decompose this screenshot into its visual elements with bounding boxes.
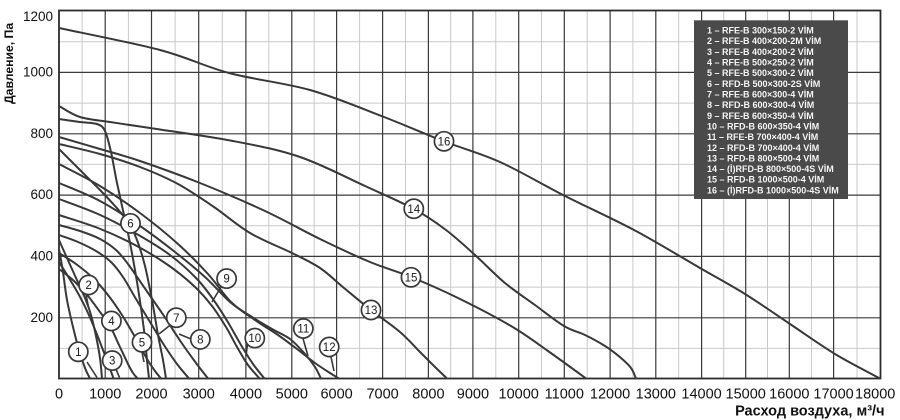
svg-text:800: 800	[30, 126, 53, 141]
svg-text:14: 14	[407, 204, 420, 216]
svg-text:9000: 9000	[457, 387, 489, 403]
svg-text:4000: 4000	[230, 387, 262, 403]
svg-text:7: 7	[173, 313, 179, 325]
svg-text:10: 10	[248, 333, 261, 345]
svg-text:13: 13	[365, 305, 378, 317]
svg-text:2: 2	[85, 280, 91, 292]
svg-text:16000: 16000	[769, 387, 809, 403]
svg-text:9: 9	[223, 274, 229, 286]
svg-text:4: 4	[108, 316, 115, 328]
svg-text:Давление, Па: Давление, Па	[2, 23, 16, 104]
svg-text:Расход воздуха, м³/ч: Расход воздуха, м³/ч	[735, 404, 884, 420]
svg-text:11000: 11000	[545, 387, 584, 403]
svg-text:14000: 14000	[681, 387, 721, 403]
svg-text:17000: 17000	[813, 387, 853, 403]
svg-text:3: 3	[109, 356, 115, 368]
svg-text:1200: 1200	[23, 9, 53, 24]
svg-text:12 – RFD-B 700×400-4 VİM: 12 – RFD-B 700×400-4 VİM	[707, 143, 819, 153]
svg-text:2 – RFE-B 400×200-2M VİM: 2 – RFE-B 400×200-2M VİM	[707, 36, 821, 46]
svg-text:8 – RFD-B 600×300-4 VİM: 8 – RFD-B 600×300-4 VİM	[707, 100, 814, 110]
svg-text:18000: 18000	[855, 387, 895, 403]
svg-text:12: 12	[323, 342, 336, 354]
svg-text:3 – RFE-B 400×200-2 VİM: 3 – RFE-B 400×200-2 VİM	[707, 47, 814, 57]
svg-text:6: 6	[127, 219, 133, 231]
svg-text:5: 5	[139, 337, 145, 349]
svg-text:1: 1	[75, 347, 81, 359]
svg-text:16 – (İ)RFD-B 1000×500-4S VİM: 16 – (İ)RFD-B 1000×500-4S VİM	[707, 185, 839, 195]
svg-text:200: 200	[30, 310, 53, 325]
svg-text:15000: 15000	[726, 387, 766, 403]
svg-text:13 – RFD-B 800×500-4 VİM: 13 – RFD-B 800×500-4 VİM	[707, 153, 819, 163]
svg-text:8000: 8000	[412, 387, 444, 403]
svg-text:400: 400	[30, 249, 53, 264]
svg-text:16: 16	[438, 136, 451, 148]
svg-text:10 – RFD-B 600×350-4 VİM: 10 – RFD-B 600×350-4 VİM	[707, 122, 819, 132]
svg-text:1000: 1000	[23, 65, 53, 80]
svg-text:1 – RFE-B 300×150-2 VİM: 1 – RFE-B 300×150-2 VİM	[707, 26, 814, 36]
svg-text:15: 15	[405, 272, 418, 284]
svg-text:7000: 7000	[366, 387, 398, 403]
svg-text:13000: 13000	[636, 387, 676, 403]
svg-text:6 – RFD-B 500×300-2S VİM: 6 – RFD-B 500×300-2S VİM	[707, 79, 820, 89]
svg-text:11: 11	[297, 324, 309, 336]
svg-text:8: 8	[197, 335, 203, 347]
svg-text:11 – RFE-B 700×400-4 VİM: 11 – RFE-B 700×400-4 VİM	[707, 132, 818, 142]
svg-text:0: 0	[55, 387, 63, 403]
svg-text:14 – (İ)RFD-B 800×500-4S VİM: 14 – (İ)RFD-B 800×500-4S VİM	[707, 164, 834, 174]
svg-text:5 – RFE-B 500×300-2 VİM: 5 – RFE-B 500×300-2 VİM	[707, 68, 814, 78]
svg-text:3000: 3000	[183, 387, 215, 403]
svg-text:2000: 2000	[135, 387, 167, 403]
svg-text:15 – RFD-B 1000×500-4 VİM: 15 – RFD-B 1000×500-4 VİM	[707, 175, 824, 185]
svg-text:5000: 5000	[276, 387, 308, 403]
svg-text:6000: 6000	[320, 387, 352, 403]
svg-text:1000: 1000	[89, 387, 121, 403]
svg-text:9 – RFE-B 600×350-4 VİM: 9 – RFE-B 600×350-4 VİM	[707, 111, 814, 121]
svg-text:600: 600	[30, 187, 53, 202]
svg-text:12000: 12000	[590, 387, 630, 403]
svg-text:7 – RFE-B 600×300-4 VİM: 7 – RFE-B 600×300-4 VİM	[707, 90, 814, 100]
svg-text:10000: 10000	[499, 387, 539, 403]
svg-text:4 – RFE-B 500×250-2 VİM: 4 – RFE-B 500×250-2 VİM	[707, 58, 814, 68]
